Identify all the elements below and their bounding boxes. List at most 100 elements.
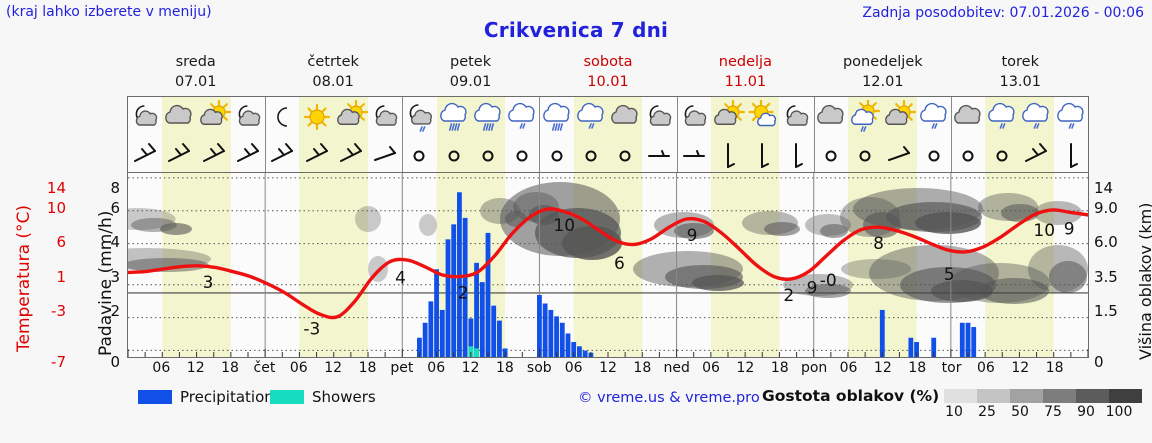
day-name: sobota [583, 54, 633, 70]
x-axis-tick-label: 06 [839, 360, 858, 376]
wind-barb-calm-icon [471, 141, 505, 171]
cloud-density-blob [160, 223, 192, 235]
cloud-density-swatch [944, 389, 977, 403]
wind-barb-vertical-icon [1054, 141, 1088, 171]
precipitation-bar [565, 333, 571, 357]
x-axis-labels: 06 12 18 čet 06 12 18 pet 06 12 18 sob 06 12 18 ned 06 12… [127, 360, 1089, 382]
precip-tick-label: 2 [110, 302, 120, 320]
sun-cloud-icon [711, 98, 745, 142]
day-header-13-01: torek 13.01 [952, 50, 1089, 94]
temperature-value-label: 9 [807, 279, 818, 299]
precipitation-bar [577, 346, 582, 357]
cloudy-icon [162, 98, 196, 142]
precip-tick-label: 8 [110, 179, 120, 197]
temp-tick-label: 14 [46, 179, 66, 197]
cloud-height-tick-labels: 14 9.0 6.0 3.5 1.5 0 [1094, 165, 1138, 371]
sunny-cloud-icon [745, 98, 779, 142]
cloud-density-tick-label: 50 [1011, 404, 1029, 420]
day-date: 08.01 [312, 74, 354, 90]
cloud-density-colorbar [944, 389, 1142, 403]
cloud-density-blob [1001, 204, 1039, 222]
legend-precipitation-label: Precipitation [180, 388, 274, 406]
precipitation-bar [451, 224, 457, 357]
wind-barb-calm-icon [574, 141, 608, 171]
day-header-11-01: nedelja 11.01 [677, 50, 814, 94]
day-header-10-01: sobota 10.01 [539, 50, 676, 94]
precipitation-bar [914, 342, 919, 357]
day-date: 07.01 [174, 74, 217, 90]
x-axis-tick-label: 18 [358, 360, 377, 376]
wind-barb-strong-icon [128, 141, 162, 171]
x-axis-tick-label: čet [253, 360, 276, 376]
precipitation-bar [485, 232, 491, 357]
cloud-tick-label: 14 [1094, 179, 1114, 197]
x-axis-tick-label: 06 [289, 360, 308, 376]
cloud-drizzle-icon [1054, 98, 1088, 142]
temperature-value-label: 9 [1064, 219, 1075, 239]
cloud-density-blob [419, 214, 437, 236]
cloud-density-swatch [1043, 389, 1076, 403]
wind-barb-calm-icon [608, 141, 642, 171]
cloud-density-swatch [1076, 389, 1109, 403]
cloud-drizzle-icon [505, 98, 539, 142]
precipitation-bar [422, 322, 428, 357]
wind-barb-strong-icon [334, 141, 368, 171]
temperature-value-label: -3 [303, 319, 320, 339]
main-plot-area: 3 -3 4 2 10 6 9 9 2 -0 8 5 10 9 [127, 172, 1089, 358]
cloud-density-blob [674, 223, 714, 239]
night-clear-icon [265, 98, 299, 142]
x-axis-tick-label: 18 [496, 360, 514, 376]
temperature-tick-labels: 14 10 6 1 -3 -7 [26, 165, 66, 371]
x-axis-tick-label: 18 [221, 360, 239, 376]
cloud-density-blob [692, 275, 744, 291]
day-date: 09.01 [449, 74, 492, 90]
cloud-density-tick-label: 90 [1077, 404, 1095, 420]
precipitation-bar [548, 309, 554, 357]
wind-barb-calm-icon [814, 141, 848, 171]
cloud-tick-label: 1.5 [1094, 302, 1118, 320]
legend-precipitation: Precipitation [138, 388, 274, 406]
cloud-tick-label: 3.5 [1094, 268, 1118, 286]
day-date: 13.01 [999, 74, 1041, 90]
night-cloudy-icon [231, 98, 265, 142]
night-cloudy-icon [368, 98, 402, 142]
night-cloud-drizzle-icon [402, 98, 436, 142]
cloud-density-blob [915, 212, 981, 234]
precipitation-bar [428, 301, 434, 357]
day-separator [676, 97, 678, 172]
day-header-07-01: sreda 07.01 [127, 50, 264, 94]
cloud-density-swatch [977, 389, 1010, 403]
sun-cloud-icon [882, 98, 917, 142]
cloud-tick-label: 0 [1094, 353, 1104, 371]
x-axis-tick-label: 18 [770, 360, 789, 376]
precip-tick-label: 0 [110, 353, 120, 371]
cloud-height-axis-title: Višina oblakov (km) [1136, 202, 1152, 360]
precipitation-bar [959, 322, 965, 357]
cloud-density-blob [764, 222, 800, 236]
x-axis-tick-label: 06 [152, 360, 171, 376]
day-header-08-01: četrtek 08.01 [264, 50, 401, 94]
precipitation-bar [439, 309, 445, 357]
sunny-icon [299, 98, 333, 142]
wind-barb-strong-icon [231, 141, 265, 171]
credit-text[interactable]: © vreme.us & vreme.pro [578, 390, 760, 406]
precip-tick-label: 6 [110, 199, 120, 217]
precipitation-bar [497, 320, 502, 357]
wind-barb-light-icon [677, 141, 711, 171]
night-cloudy-icon [677, 98, 711, 142]
wind-barb-vertical-icon [711, 141, 745, 171]
precipitation-bar [571, 342, 577, 357]
day-header-band: sreda 07.01 četrtek 08.01 petek 09.01 sobota 10… [127, 50, 1089, 94]
x-axis-tick-label: 12 [186, 360, 205, 376]
x-axis-tick-label: 06 [977, 360, 995, 376]
sun-cloud-icon [197, 98, 231, 142]
cloud-rain-icon [437, 98, 471, 142]
x-axis-tick-label: ned [663, 360, 690, 376]
x-axis-tick-label: 12 [324, 360, 343, 376]
cloudy-icon [951, 98, 985, 142]
day-header-09-01: petek 09.01 [402, 50, 539, 94]
wind-barb-strong-icon [299, 141, 333, 171]
x-axis-tick-label: pet [390, 360, 414, 376]
x-axis-tick-label: sob [526, 360, 552, 376]
